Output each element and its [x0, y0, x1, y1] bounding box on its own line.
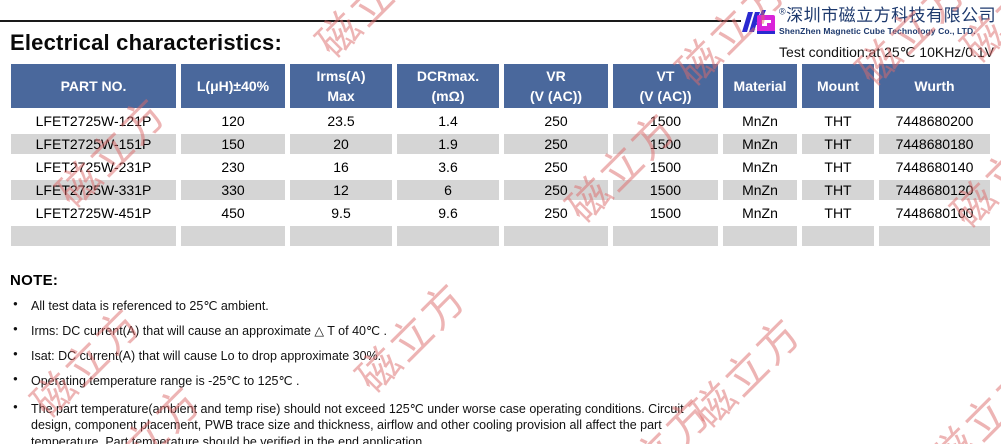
table-cell: LFET2725W-231P: [35, 159, 152, 175]
table-cell: 120: [221, 113, 245, 129]
table-cell: 250: [544, 159, 568, 175]
table-cell: [802, 226, 874, 246]
magnetic-cube-logo-icon: [742, 10, 775, 34]
table-cell: 1500: [613, 180, 718, 200]
table-cell: LFET2725W-121P: [35, 113, 152, 129]
table-cell: MnZn: [742, 159, 778, 175]
table-cell: 9.5: [331, 205, 351, 221]
table-cell: 20: [290, 134, 392, 154]
header-rule: [0, 20, 741, 22]
table-cell: THT: [802, 180, 874, 200]
col-header-inductance: L(μH)±40%: [181, 64, 285, 108]
test-condition-text: Test condition:at 25℃ 10KHz/0.1V: [779, 44, 994, 60]
table-cell: [504, 226, 608, 246]
table-cell: 250: [504, 180, 608, 200]
table-cell: 7448680100: [895, 205, 974, 221]
table-cell: [879, 226, 990, 246]
page-title: Electrical characteristics:: [10, 30, 282, 55]
table-cell: 450: [221, 205, 245, 221]
col-header-material: Material: [723, 64, 797, 108]
table-cell: MnZn: [723, 180, 797, 200]
table-row: [11, 226, 990, 246]
table-cell: 1.9: [397, 134, 499, 154]
table-cell: 12: [290, 180, 392, 200]
col-header-wurth: Wurth: [879, 64, 990, 108]
col-header-vt: VT (V (AC)): [613, 64, 718, 108]
note-item: All test data is referenced to 25℃ ambie…: [10, 298, 710, 315]
table-cell: MnZn: [742, 205, 778, 221]
watermark-text: 磁立方: [922, 352, 1001, 444]
table-cell: [723, 226, 797, 246]
company-name-cn: ®深圳市磁立方科技有限公司: [779, 6, 997, 25]
electrical-characteristics-table: PART NO. L(μH)±40% Irms(A) Max DCRmax. (…: [6, 61, 995, 249]
watermark-text: 磁立方: [307, 0, 437, 67]
table-cell: 1500: [649, 159, 682, 175]
table-row: LFET2725W-151P 150 20 1.9 250 1500 MnZn THT 7448…: [11, 134, 990, 154]
table-cell: THT: [824, 159, 852, 175]
table-cell: THT: [802, 134, 874, 154]
table-cell: 7448680140: [895, 159, 974, 175]
note-section: NOTE: All test data is referenced to 25℃…: [10, 272, 710, 444]
table-cell: 7448680200: [895, 113, 974, 129]
table-cell: [181, 226, 285, 246]
table-cell: LFET2725W-451P: [35, 205, 152, 221]
col-header-dcr: DCRmax. (mΩ): [397, 64, 499, 108]
table-cell: [613, 226, 718, 246]
table-cell: 1500: [613, 134, 718, 154]
table-row: LFET2725W-231P 230 16 3.6 250 1500 MnZn THT 7448…: [11, 157, 990, 177]
table-cell: 1500: [649, 113, 682, 129]
table-cell: [11, 226, 176, 246]
note-item: Irms: DC current(A) that will cause an a…: [10, 323, 710, 340]
table-cell: MnZn: [723, 134, 797, 154]
table-body: LFET2725W-121P 120 23.5 1.4 250 1500 MnZn THT 74…: [11, 111, 990, 246]
col-header-mount: Mount: [802, 64, 874, 108]
table-row: LFET2725W-331P 330 12 6 250 1500 MnZn THT 744868…: [11, 180, 990, 200]
company-brand: ®深圳市磁立方科技有限公司 ShenZhen Magnetic Cube Tec…: [741, 5, 996, 39]
table-cell: 1500: [649, 205, 682, 221]
col-header-irms: Irms(A) Max: [290, 64, 392, 108]
company-name-en: ShenZhen Magnetic Cube Technology Co., L…: [779, 25, 976, 36]
table-cell: THT: [824, 205, 852, 221]
company-name-block: ®深圳市磁立方科技有限公司 ShenZhen Magnetic Cube Tec…: [779, 5, 996, 36]
table-cell: LFET2725W-331P: [11, 180, 176, 200]
table-cell: 150: [181, 134, 285, 154]
note-title: NOTE:: [10, 272, 59, 289]
table-cell: 250: [504, 134, 608, 154]
table-cell: 6: [397, 180, 499, 200]
note-item: Operating temperature range is -25℃ to 1…: [10, 373, 710, 390]
table-cell: [397, 226, 499, 246]
table-row: LFET2725W-121P 120 23.5 1.4 250 1500 MnZn THT 74…: [11, 111, 990, 131]
table-cell: 250: [544, 113, 568, 129]
table-cell: THT: [824, 113, 852, 129]
table-header: PART NO. L(μH)±40% Irms(A) Max DCRmax. (…: [11, 64, 990, 108]
table-cell: 250: [544, 205, 568, 221]
table-cell: MnZn: [742, 113, 778, 129]
registered-mark: ®: [779, 6, 787, 17]
table-cell: 1.4: [438, 113, 458, 129]
table-cell: 9.6: [438, 205, 458, 221]
table-cell: 230: [221, 159, 245, 175]
table-cell: 16: [333, 159, 349, 175]
table-cell: LFET2725W-151P: [11, 134, 176, 154]
notes-list: All test data is referenced to 25℃ ambie…: [10, 298, 710, 444]
table-row: LFET2725W-451P 450 9.5 9.6 250 1500 MnZn THT 744…: [11, 203, 990, 223]
col-header-part-no: PART NO.: [11, 64, 176, 108]
table-cell: 7448680180: [879, 134, 990, 154]
note-item: The part temperature(ambient and temp ri…: [10, 401, 710, 444]
note-item: Isat: DC current(A) that will cause Lo t…: [10, 348, 710, 365]
table-cell: 23.5: [327, 113, 355, 129]
table-cell: [290, 226, 392, 246]
col-header-vr: VR (V (AC)): [504, 64, 608, 108]
table-cell: 3.6: [438, 159, 458, 175]
table-cell: 7448680120: [879, 180, 990, 200]
table-cell: 330: [181, 180, 285, 200]
